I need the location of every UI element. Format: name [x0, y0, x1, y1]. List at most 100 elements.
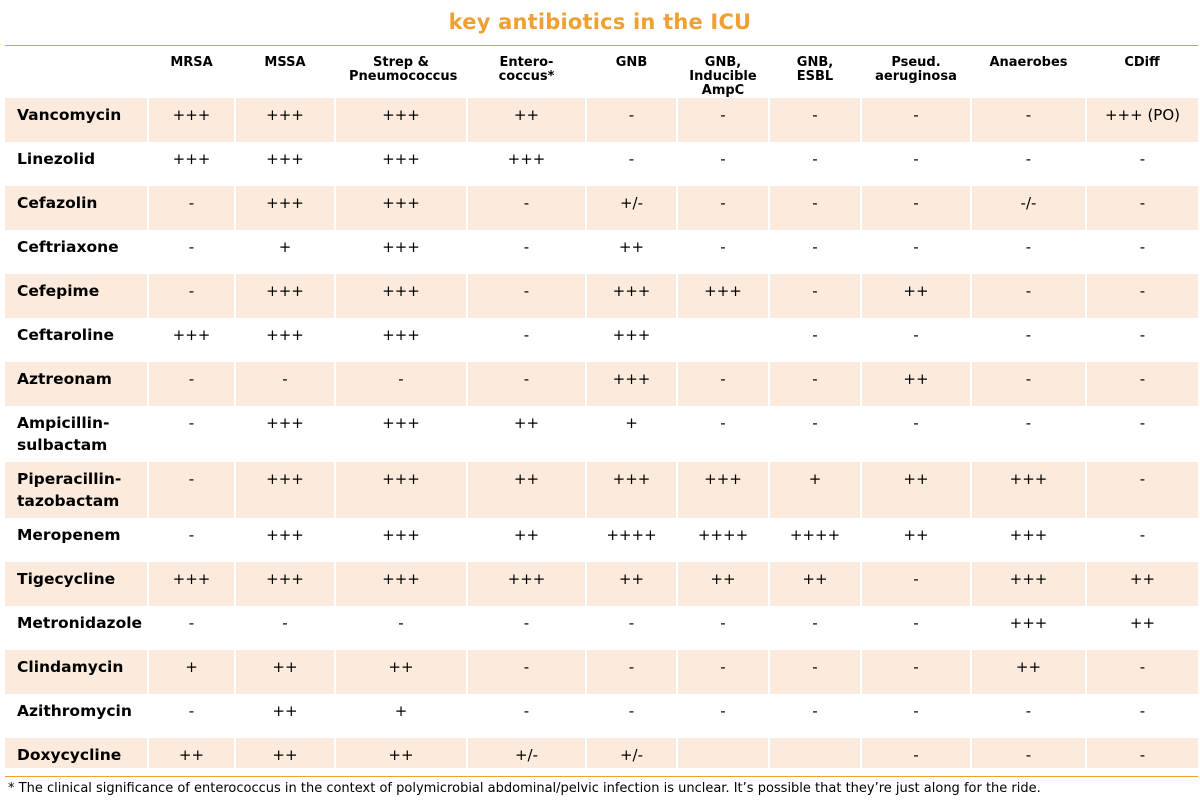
coverage-cell: ++++ [768, 518, 861, 562]
coverage-cell: ++ [234, 650, 335, 694]
coverage-cell: +++ [334, 462, 467, 518]
coverage-cell: - [970, 142, 1086, 186]
coverage-cell: +++ [676, 274, 769, 318]
coverage-cell: - [860, 318, 971, 362]
table-row: Cefazolin - +++ +++ - +/- - - - -/- - [5, 186, 1198, 230]
coverage-cell: - [970, 738, 1086, 768]
coverage-cell: - [466, 186, 586, 230]
coverage-cell: ++ [585, 562, 677, 606]
coverage-cell: - [768, 406, 861, 462]
coverage-cell: - [585, 650, 677, 694]
coverage-cell: - [768, 230, 861, 274]
coverage-cell: - [1085, 362, 1198, 406]
drug-name-cell: Azithromycin [17, 702, 132, 720]
table-row: Tigecycline +++ +++ +++ +++ ++ ++ ++ - +++ ++ [5, 562, 1198, 606]
coverage-cell: - [234, 362, 335, 406]
coverage-cell: ++ [768, 562, 861, 606]
page-title: key antibiotics in the ICU [448, 10, 752, 34]
coverage-cell: - [860, 562, 971, 606]
drug-name-cell: Metronidazole [17, 614, 143, 632]
coverage-cell: - [768, 362, 861, 406]
column-header-mssa: MSSA [264, 55, 306, 70]
coverage-cell: - [147, 606, 235, 650]
column-header-gnb: GNB [615, 55, 648, 70]
coverage-cell: +++ [334, 186, 467, 230]
coverage-cell: +++ [234, 406, 335, 462]
coverage-cell: +++ [234, 98, 335, 142]
table-row: Cefepime - +++ +++ - +++ +++ - ++ - - [5, 274, 1198, 318]
coverage-cell: ++ [234, 694, 335, 738]
column-header-gnb-inducible-ampc: GNB, Inducible AmpC [689, 55, 757, 98]
table-body: Vancomycin +++ +++ +++ ++ - - - - - +++ (PO) Linezo… [5, 98, 1198, 768]
drug-name-cell: Meropenem [17, 526, 121, 544]
coverage-cell: +++ [234, 318, 335, 362]
coverage-cell: - [676, 186, 769, 230]
coverage-cell: - [147, 694, 235, 738]
table-row: Azithromycin - ++ + - - - - - - - [5, 694, 1198, 738]
coverage-cell: - [1085, 462, 1198, 518]
coverage-cell: +++ [970, 518, 1086, 562]
coverage-cell [768, 738, 861, 768]
coverage-cell: - [970, 362, 1086, 406]
drug-name-cell: Clindamycin [5, 650, 148, 694]
coverage-cell: - [860, 186, 971, 230]
coverage-cell: - [147, 518, 235, 562]
coverage-cell: +++ [234, 186, 335, 230]
coverage-cell: - [676, 230, 769, 274]
drug-name-cell: Ampicillin-sulbactam [17, 414, 110, 454]
table-row: Metronidazole - - - - - - - - +++ ++ [5, 606, 1198, 650]
coverage-cell: +++ [466, 142, 586, 186]
table-row: Clindamycin + ++ ++ - - - - - ++ - [5, 650, 1198, 694]
coverage-cell: +++ [147, 142, 235, 186]
column-header-mrsa: MRSA [170, 55, 213, 70]
coverage-cell: - [585, 606, 677, 650]
coverage-cell: - [466, 318, 586, 362]
drug-name-cell: Ceftriaxone [17, 238, 119, 256]
coverage-cell: - [466, 274, 586, 318]
coverage-cell: - [1085, 230, 1198, 274]
coverage-cell: - [1085, 694, 1198, 738]
coverage-cell: - [147, 274, 235, 318]
coverage-cell: - [860, 142, 971, 186]
coverage-cell: - [1085, 318, 1198, 362]
coverage-cell: - [1085, 274, 1198, 318]
coverage-cell: - [147, 462, 235, 518]
column-header-enterococcus: Entero-coccus* [498, 55, 555, 84]
column-header-pseud-aeruginosa: Pseud. aeruginosa [875, 55, 957, 84]
coverage-cell: - [768, 98, 861, 142]
coverage-cell: - [768, 606, 861, 650]
coverage-cell: - [466, 230, 586, 274]
table-row: Doxycycline ++ ++ ++ +/- +/- - - - [5, 738, 1198, 768]
coverage-cell: + [234, 230, 335, 274]
coverage-cell: - [466, 650, 586, 694]
coverage-cell: - [147, 406, 235, 462]
coverage-cell: - [147, 362, 235, 406]
coverage-cell [676, 738, 769, 768]
coverage-cell: - [466, 362, 586, 406]
coverage-cell: - [970, 230, 1086, 274]
column-header-anaerobes: Anaerobes [989, 55, 1068, 70]
coverage-cell: - [970, 406, 1086, 462]
coverage-cell: +++ [970, 462, 1086, 518]
table-row: Ceftriaxone - + +++ - ++ - - - - - [5, 230, 1198, 274]
coverage-cell: - [768, 142, 861, 186]
coverage-cell: ++ [860, 362, 971, 406]
coverage-cell: +++ [334, 518, 467, 562]
coverage-cell: - [768, 274, 861, 318]
coverage-cell: - [466, 694, 586, 738]
coverage-cell: + [768, 462, 861, 518]
column-header-strep-pneumococcus: Strep & Pneumococcus [349, 55, 458, 84]
coverage-cell: - [676, 650, 769, 694]
footnote: * The clinical significance of enterococ… [8, 781, 1041, 796]
coverage-cell: +++ [234, 142, 335, 186]
coverage-cell: - [676, 142, 769, 186]
coverage-cell: +++ [334, 98, 467, 142]
coverage-cell: +++ [234, 274, 335, 318]
coverage-cell: ++ [860, 274, 971, 318]
coverage-cell: ++ [860, 518, 971, 562]
coverage-cell: - [860, 98, 971, 142]
coverage-cell: +++ [234, 462, 335, 518]
coverage-cell: +++ [147, 562, 235, 606]
drug-name-cell: Tigecycline [5, 562, 148, 606]
coverage-cell: - [970, 274, 1086, 318]
